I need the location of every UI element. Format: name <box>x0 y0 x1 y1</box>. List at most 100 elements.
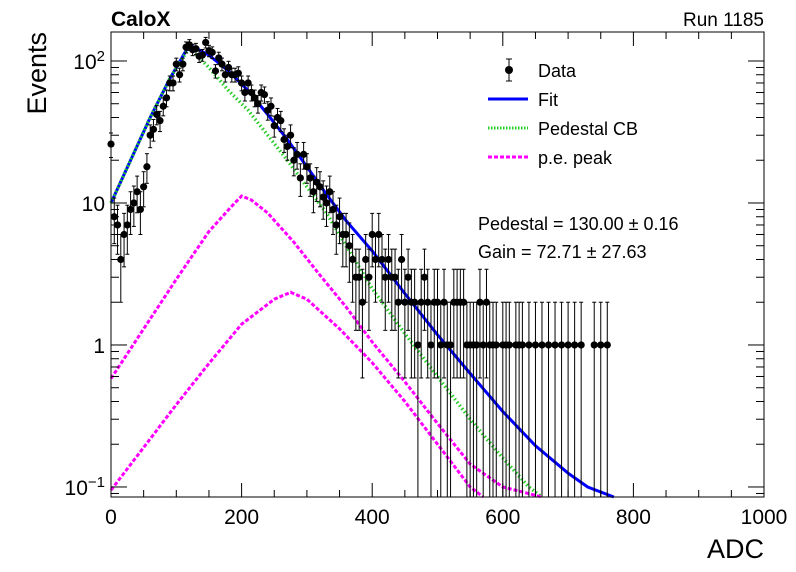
marker <box>208 48 216 56</box>
data-point <box>456 268 464 379</box>
data-point <box>371 233 380 303</box>
data-point <box>156 110 164 133</box>
marker <box>446 341 455 349</box>
data-point <box>424 268 432 379</box>
marker <box>238 79 246 87</box>
curve-p-e-peak-2 <box>109 290 485 499</box>
marker <box>368 230 376 239</box>
y-tick-label: 1 <box>93 335 105 358</box>
data-point <box>362 233 370 303</box>
x-tick-label: 600 <box>485 506 520 529</box>
data-point <box>126 191 135 235</box>
data-point <box>296 163 304 197</box>
data-point <box>531 301 540 497</box>
x-tick-label: 1000 <box>741 506 788 529</box>
data-point <box>443 301 451 497</box>
data-point <box>538 301 546 497</box>
data-point <box>316 171 324 208</box>
axis-layer: 0 200 400 600 800 1000 10−1 1 10 102 <box>65 32 788 529</box>
marker <box>384 255 393 264</box>
y-tick-label: 102 <box>73 48 105 74</box>
gain-annotation: Gain = 72.71 ± 27.63 <box>478 242 647 262</box>
legend-label: Pedestal CB <box>538 119 638 139</box>
x-tick-label: 800 <box>616 506 651 529</box>
data-point <box>427 301 435 497</box>
data-point <box>384 233 393 303</box>
marker <box>140 183 148 191</box>
marker <box>162 94 171 102</box>
marker <box>544 341 553 349</box>
marker <box>192 45 200 53</box>
data-point <box>172 57 180 72</box>
data-point <box>208 46 216 59</box>
marker <box>427 341 435 349</box>
data-point <box>417 268 425 379</box>
marker <box>221 71 229 79</box>
marker <box>120 230 128 239</box>
marker <box>326 188 334 196</box>
marker <box>316 183 324 191</box>
marker <box>342 230 350 239</box>
marker <box>224 63 233 72</box>
data-point <box>476 268 484 379</box>
data-point <box>254 95 262 114</box>
marker <box>433 298 442 306</box>
marker <box>322 199 331 207</box>
y-tick-label: 10 <box>82 193 105 216</box>
data-point <box>140 171 148 208</box>
data-point <box>241 84 249 102</box>
data-point <box>499 301 507 497</box>
marker <box>401 298 409 306</box>
data-point <box>378 233 386 303</box>
data-point <box>162 89 171 108</box>
marker <box>149 125 158 133</box>
marker <box>345 242 353 250</box>
legend: Data Fit Pedestal CB p.e. peak <box>488 58 638 168</box>
data-point <box>332 204 340 255</box>
data-point <box>198 48 207 62</box>
marker <box>293 150 301 158</box>
data-point <box>590 301 598 497</box>
data-point <box>430 268 438 379</box>
marker <box>159 102 167 110</box>
data-point <box>492 301 500 497</box>
legend-entry-pedestal-cb: Pedestal CB <box>488 119 638 139</box>
marker <box>198 51 207 59</box>
data-point <box>391 248 399 331</box>
data-point <box>446 301 455 497</box>
marker <box>424 298 432 306</box>
marker <box>335 213 344 221</box>
data-point <box>437 301 445 497</box>
data-point <box>482 268 491 379</box>
marker <box>215 54 223 62</box>
marker <box>417 298 425 306</box>
marker <box>136 205 144 214</box>
data-point <box>407 268 415 379</box>
marker <box>146 131 154 139</box>
marker <box>597 341 605 349</box>
marker <box>518 341 526 349</box>
marker <box>411 298 419 306</box>
marker <box>280 135 288 144</box>
data-point <box>401 268 409 379</box>
marker <box>525 341 533 349</box>
data-point <box>518 301 526 497</box>
marker <box>290 156 298 164</box>
marker <box>143 163 151 171</box>
marker <box>371 255 380 264</box>
x-tick-label: 0 <box>105 506 117 529</box>
marker <box>394 298 402 306</box>
marker <box>126 205 135 214</box>
data-point <box>133 175 141 214</box>
marker <box>358 298 367 306</box>
marker <box>306 174 314 182</box>
marker <box>365 273 373 281</box>
marker <box>244 79 252 87</box>
marker <box>590 341 598 349</box>
data-point <box>117 233 125 303</box>
data-point <box>329 191 337 235</box>
marker <box>309 188 318 196</box>
data-point <box>544 301 553 497</box>
x-tick-label: 200 <box>224 506 259 529</box>
data-point <box>175 67 184 83</box>
